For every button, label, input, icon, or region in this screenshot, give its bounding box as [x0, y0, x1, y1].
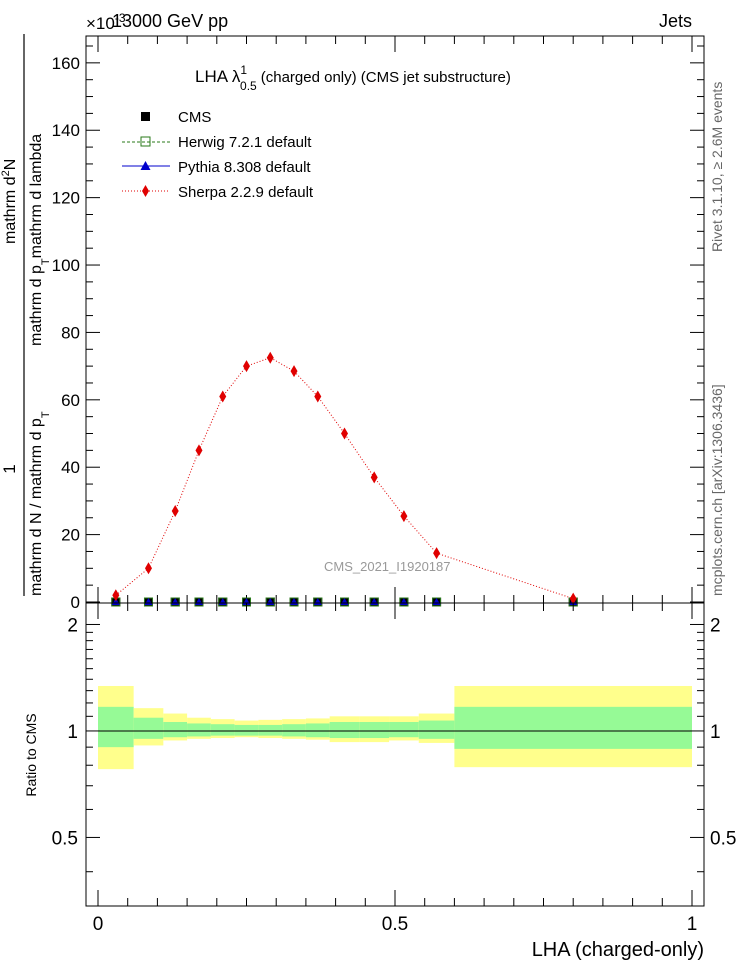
ratio-band-inner — [305, 723, 330, 738]
svg-text:mathrm d2N: mathrm d2N — [0, 159, 19, 244]
main-series-layer — [111, 351, 578, 607]
sherpa-point — [400, 510, 408, 523]
ratio-ylabel: Ratio to CMS — [23, 713, 39, 796]
sherpa-point — [195, 444, 203, 457]
xtick-label: 0.5 — [382, 914, 408, 935]
sherpa-point — [290, 365, 298, 378]
main-ytick-label: 160 — [52, 54, 80, 73]
ratio-ytick-label: 0.5 — [52, 828, 78, 849]
main-axis-ticks: 0 20 40 60 80 100 120 140 160 — [52, 36, 704, 612]
ratio-band-inner — [98, 706, 134, 748]
svg-text:mathrm d pTmathrm d lambda: mathrm d pTmathrm d lambda — [28, 134, 52, 346]
svg-text:1: 1 — [0, 464, 19, 473]
main-ytick-label: 20 — [61, 526, 80, 545]
ratio-band-inner — [258, 724, 283, 736]
ratio-band-inner — [389, 722, 419, 738]
ratio-band-inner — [282, 724, 306, 737]
ratio-band-inner — [210, 724, 235, 736]
main-title: LHA λ1 0.5 (charged only) (CMS jet substru… — [195, 63, 511, 93]
analysis-watermark: CMS_2021_I1920187 — [324, 559, 451, 574]
ratio-band-inner — [187, 723, 211, 737]
svg-text:Sherpa 2.2.9 default: Sherpa 2.2.9 default — [178, 184, 314, 201]
sherpa-point — [314, 390, 322, 403]
sherpa-point — [569, 592, 577, 605]
main-ytick-label: 80 — [61, 323, 80, 342]
sherpa-point — [219, 390, 227, 403]
rivet-label: Rivet 3.1.10, ≥ 2.6M events — [709, 82, 725, 252]
ratio-ytick-label-right: 1 — [710, 722, 721, 743]
sherpa-point — [266, 351, 274, 364]
mcplots-label: mcplots.cern.ch [arXiv:1306.3436] — [709, 384, 725, 596]
svg-text:Pythia 8.308 default: Pythia 8.308 default — [178, 159, 311, 176]
ratio-ytick-label-right: 0.5 — [710, 828, 736, 849]
main-ytick-label: 120 — [52, 189, 80, 208]
xtick-label: 1 — [687, 914, 698, 935]
main-ytick-label: 0 — [71, 593, 80, 612]
process-label: Jets — [659, 11, 692, 31]
sherpa-point — [171, 505, 179, 518]
svg-text:mathrm d N / mathrm d pT: mathrm d N / mathrm d pT — [28, 411, 52, 596]
svg-text:Herwig 7.2.1 default: Herwig 7.2.1 default — [178, 134, 312, 151]
legend: CMS Herwig 7.2.1 default Pythia 8.308 de… — [122, 109, 314, 201]
ratio-band-inner — [234, 724, 259, 736]
legend-item-pythia: Pythia 8.308 default — [122, 159, 311, 176]
ratio-band-inner — [359, 722, 390, 739]
xtick-label: 0 — [93, 914, 104, 935]
ratio-axis-ticks: 0.5 0.5 1 1 2 2 0 0.5 1 — [52, 603, 736, 935]
exponent-label: ×10-3 — [86, 11, 126, 33]
legend-item-cms: CMS — [141, 109, 211, 126]
ratio-band-inner — [454, 706, 692, 749]
sherpa-point — [112, 589, 120, 602]
ratio-ytick-label: 1 — [67, 722, 78, 743]
main-ytick-label: 140 — [52, 121, 80, 140]
ratio-band-inner — [133, 717, 164, 739]
ratio-bands-layer — [98, 685, 692, 770]
main-ylabel: 1 mathrm d N / mathrm d pT mathrm d2N ma… — [0, 34, 52, 596]
sherpa-point — [243, 360, 250, 373]
main-ytick-label: 100 — [52, 256, 80, 275]
ratio-band-inner — [329, 722, 360, 739]
xlabel: LHA (charged-only) — [532, 939, 704, 961]
legend-item-sherpa: Sherpa 2.2.9 default — [122, 184, 314, 201]
main-ytick-label: 40 — [61, 458, 80, 477]
ratio-band-inner — [418, 720, 455, 739]
energy-label: 13000 GeV pp — [112, 11, 228, 31]
ratio-ytick-label: 2 — [67, 615, 78, 636]
svg-text:CMS: CMS — [178, 109, 211, 126]
ratio-band-inner — [163, 722, 188, 738]
sherpa-point — [144, 562, 152, 575]
sherpa-point — [433, 547, 441, 560]
sherpa-point — [370, 471, 378, 484]
main-ytick-label: 60 — [61, 391, 80, 410]
sherpa-point — [341, 427, 349, 440]
ratio-ytick-label-right: 2 — [710, 615, 721, 636]
legend-item-herwig: Herwig 7.2.1 default — [122, 134, 312, 151]
